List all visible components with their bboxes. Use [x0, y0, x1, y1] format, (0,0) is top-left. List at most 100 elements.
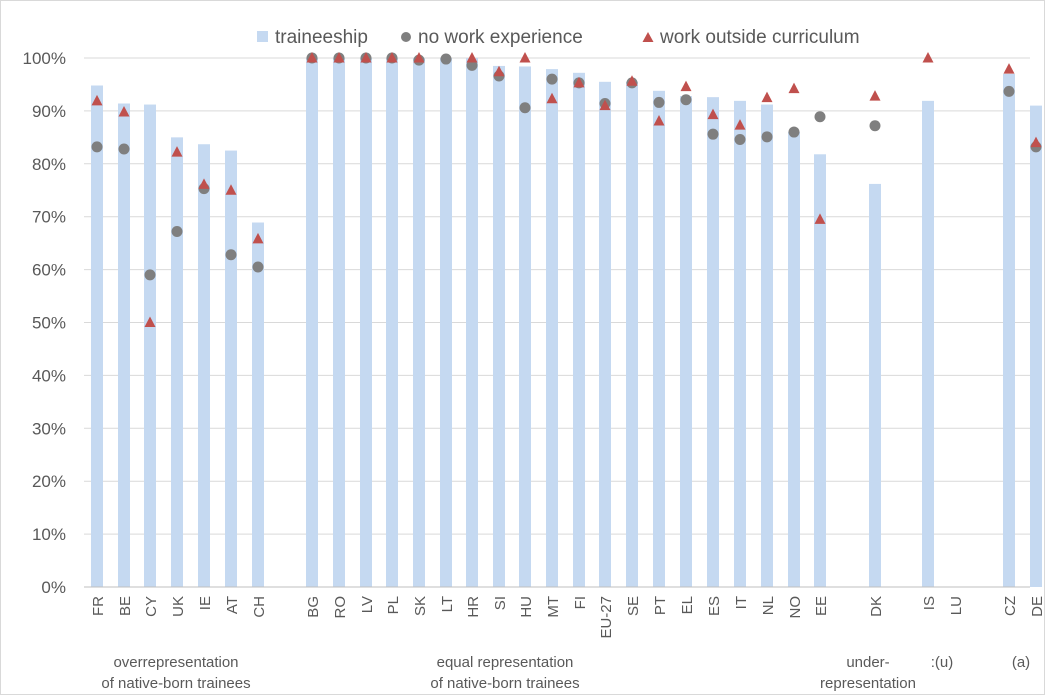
x-tick-label-IE: IE — [197, 596, 214, 610]
point-work-outside-curriculum-LV — [360, 52, 372, 63]
bar-traineeship-DE — [1030, 105, 1042, 588]
bar-traineeship-NO — [788, 132, 800, 587]
point-work-outside-curriculum-IT — [734, 119, 746, 130]
bar-traineeship-CZ — [1003, 73, 1015, 588]
legend: traineeship no work experience work outs… — [257, 27, 860, 48]
y-tick-label: 30% — [32, 419, 66, 438]
x-tick-label-FI: FI — [572, 596, 589, 609]
point-no-work-experience-NO — [788, 126, 800, 138]
bar-traineeship-EE — [814, 154, 826, 587]
point-work-outside-curriculum-EE — [814, 213, 826, 224]
legend-label-work-outside-curriculum: work outside curriculum — [659, 27, 860, 48]
bar-traineeship-IT — [734, 100, 746, 587]
x-tick-label-RO: RO — [332, 596, 349, 619]
point-no-work-experience-BE — [118, 143, 130, 155]
legend-swatch-traineeship — [257, 31, 268, 42]
bar-traineeship-FR — [91, 85, 103, 588]
point-work-outside-curriculum-IE — [198, 178, 210, 189]
bar-traineeship-LT — [440, 58, 452, 587]
point-no-work-experience-LT — [440, 53, 452, 65]
y-tick-label: 90% — [32, 102, 66, 121]
series-work-outside-curriculum — [91, 52, 1042, 327]
point-work-outside-curriculum-ES — [707, 108, 719, 120]
legend-label-no-work-experience: no work experience — [418, 27, 583, 48]
point-no-work-experience-EL — [680, 94, 692, 106]
point-work-outside-curriculum-HR — [466, 52, 478, 63]
x-tick-label-BG: BG — [305, 596, 322, 618]
point-work-outside-curriculum-FI — [573, 76, 585, 88]
bar-traineeship-PL — [386, 58, 398, 587]
y-tick-label: 100% — [23, 49, 66, 68]
bar-traineeship-EU-27 — [599, 81, 611, 588]
point-work-outside-curriculum-FR — [91, 94, 103, 106]
x-tick-label-DK: DK — [868, 596, 885, 617]
group-label-equal-line2: of native-born trainees — [430, 675, 579, 692]
x-tick-label-CY: CY — [143, 596, 160, 617]
point-work-outside-curriculum-NL — [761, 91, 773, 103]
bar-traineeship-HR — [466, 58, 478, 587]
bar-traineeship-BE — [118, 103, 130, 587]
bar-traineeship-RO — [333, 58, 345, 587]
legend-swatch-work-outside-curriculum — [642, 32, 654, 42]
bar-traineeship-ES — [707, 97, 719, 588]
group-label-under-line1: under- — [846, 654, 889, 671]
point-work-outside-curriculum-PT — [653, 114, 665, 126]
point-work-outside-curriculum-EL — [680, 80, 692, 92]
bar-traineeship-CH — [252, 222, 264, 588]
bar-traineeship-DK — [869, 183, 881, 588]
point-no-work-experience-CH — [252, 261, 264, 273]
bar-traineeship-NL — [761, 104, 773, 587]
point-work-outside-curriculum-UK — [171, 146, 183, 157]
point-work-outside-curriculum-PL — [386, 52, 398, 63]
legend-label-traineeship: traineeship — [275, 27, 368, 48]
y-axis: 0% 10% 20% 30% 40% 50% 60% 70% 80% 90% 100% — [23, 49, 66, 597]
bar-traineeship-SI — [493, 65, 505, 587]
x-tick-label-IT: IT — [733, 596, 750, 609]
x-tick-label-PT: PT — [652, 596, 669, 615]
point-no-work-experience-FR — [91, 141, 103, 153]
x-tick-label-BE: BE — [117, 596, 134, 616]
point-work-outside-curriculum-BG — [306, 52, 318, 63]
bar-traineeship-MT — [546, 69, 558, 587]
x-tick-label-SI: SI — [492, 596, 509, 610]
point-work-outside-curriculum-EU-27 — [599, 99, 611, 111]
bar-traineeship-PT — [653, 90, 665, 587]
point-no-work-experience-AT — [225, 249, 237, 261]
point-work-outside-curriculum-CH — [252, 232, 264, 244]
x-tick-label-FR: FR — [90, 596, 107, 616]
y-tick-label: 50% — [32, 314, 66, 333]
point-work-outside-curriculum-DE — [1030, 136, 1042, 148]
point-work-outside-curriculum-DK — [869, 90, 881, 101]
bar-traineeship-IE — [198, 144, 210, 588]
y-tick-label: 60% — [32, 261, 66, 280]
bar-traineeship-CY — [144, 104, 156, 587]
x-tick-label-NL: NL — [760, 596, 777, 615]
bar-traineeship-IS — [922, 100, 934, 587]
group-label-u: :(u) — [931, 654, 954, 671]
x-tick-label-SE: SE — [625, 596, 642, 616]
point-no-work-experience-CZ — [1003, 85, 1015, 97]
x-tick-label-PL: PL — [385, 596, 402, 614]
x-tick-label-IS: IS — [921, 596, 938, 610]
point-no-work-experience-CY — [144, 269, 156, 281]
point-work-outside-curriculum-IS — [922, 52, 934, 63]
point-no-work-experience-HU — [519, 102, 531, 114]
group-label-a: (a) — [1012, 654, 1030, 671]
point-no-work-experience-PT — [653, 96, 665, 108]
x-tick-label-LU: LU — [948, 596, 965, 615]
y-tick-label: 10% — [32, 525, 66, 544]
point-no-work-experience-DK — [869, 120, 881, 132]
point-no-work-experience-HR — [466, 59, 478, 71]
point-work-outside-curriculum-SI — [493, 65, 505, 77]
point-no-work-experience-MT — [546, 73, 558, 85]
x-tick-label-EU-27: EU-27 — [598, 596, 615, 639]
bar-traineeship-FI — [573, 72, 585, 587]
x-axis: FR BE CY UK IE AT CH BG RO LV PL SK LT HR SI HU MT FI EU-2… — [90, 596, 1045, 639]
x-tick-label-EL: EL — [679, 596, 696, 614]
bar-traineeship-EL — [680, 96, 692, 587]
bar-traineeship-BG — [306, 58, 318, 587]
y-tick-label: 40% — [32, 366, 66, 385]
point-no-work-experience-UK — [171, 226, 183, 238]
